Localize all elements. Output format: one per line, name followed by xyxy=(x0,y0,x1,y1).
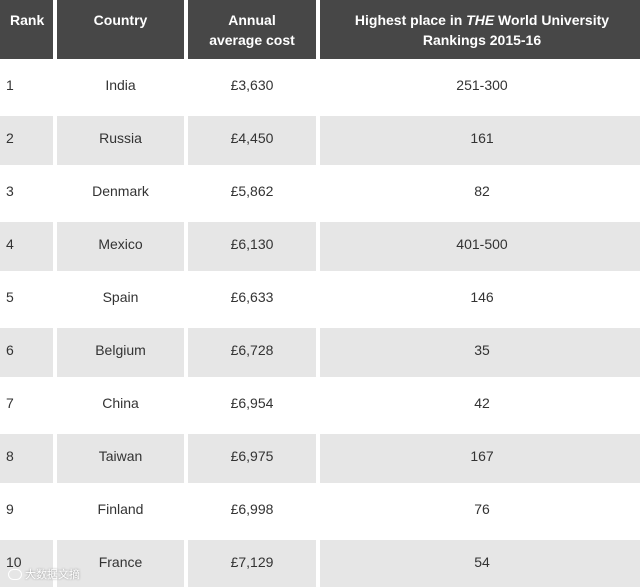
country-cell: Spain xyxy=(57,275,184,324)
country-cell: India xyxy=(57,63,184,112)
country-cell: Finland xyxy=(57,487,184,536)
rank-cell: 1 xyxy=(0,63,53,112)
header-place-prefix: Highest place in xyxy=(354,11,467,28)
header-place: Highest place in THE World University Ra… xyxy=(320,0,640,59)
rank-cell: 10 xyxy=(0,540,53,587)
cost-cell: £4,450 xyxy=(188,116,316,165)
rank-cell: 5 xyxy=(0,275,53,324)
country-cell: Taiwan xyxy=(57,434,184,483)
cost-cell: £6,998 xyxy=(188,487,316,536)
place-cell: 76 xyxy=(320,487,640,536)
header-place-suffix: World University xyxy=(494,11,610,28)
place-cell: 42 xyxy=(320,381,640,430)
place-cell: 161 xyxy=(320,116,640,165)
place-cell: 54 xyxy=(320,540,640,587)
cost-cell: £6,954 xyxy=(188,381,316,430)
cost-cell: £6,728 xyxy=(188,328,316,377)
rank-cell: 2 xyxy=(0,116,53,165)
cost-cell: £5,862 xyxy=(188,169,316,218)
cost-cell: £6,975 xyxy=(188,434,316,483)
header-cost-line2: average cost xyxy=(209,31,295,48)
header-cost-label: Annual average cost xyxy=(209,10,295,50)
header-rank: Rank xyxy=(0,0,53,59)
header-country-label: Country xyxy=(93,12,148,28)
country-cell: France xyxy=(57,540,184,587)
rank-cell: 3 xyxy=(0,169,53,218)
country-cell: Russia xyxy=(57,116,184,165)
country-cell: Denmark xyxy=(57,169,184,218)
country-cell: Belgium xyxy=(57,328,184,377)
weibo-icon xyxy=(8,568,22,580)
place-cell: 146 xyxy=(320,275,640,324)
rank-cell: 4 xyxy=(0,222,53,271)
rank-cell: 9 xyxy=(0,487,53,536)
country-cell: China xyxy=(57,381,184,430)
cost-cell: £7,129 xyxy=(188,540,316,587)
place-cell: 82 xyxy=(320,169,640,218)
header-place-label: Highest place in THE World University Ra… xyxy=(355,10,609,50)
cost-cell: £6,130 xyxy=(188,222,316,271)
header-country: Country xyxy=(57,0,184,59)
rank-cell: 6 xyxy=(0,328,53,377)
header-cost: Annual average cost xyxy=(188,0,316,59)
rank-cell: 7 xyxy=(0,381,53,430)
watermark-text: 大数据文摘 xyxy=(25,569,80,581)
place-cell: 35 xyxy=(320,328,640,377)
header-place-line2: Rankings 2015-16 xyxy=(422,31,542,48)
place-cell: 401-500 xyxy=(320,222,640,271)
place-cell: 251-300 xyxy=(320,63,640,112)
country-cell: Mexico xyxy=(57,222,184,271)
cost-cell: £6,633 xyxy=(188,275,316,324)
place-cell: 167 xyxy=(320,434,640,483)
watermark: 大数据文摘 xyxy=(8,566,80,582)
header-cost-line1: Annual xyxy=(228,11,276,28)
cost-cell: £3,630 xyxy=(188,63,316,112)
rank-cell: 8 xyxy=(0,434,53,483)
header-place-italic: THE xyxy=(466,11,495,28)
header-rank-label: Rank xyxy=(10,12,45,28)
